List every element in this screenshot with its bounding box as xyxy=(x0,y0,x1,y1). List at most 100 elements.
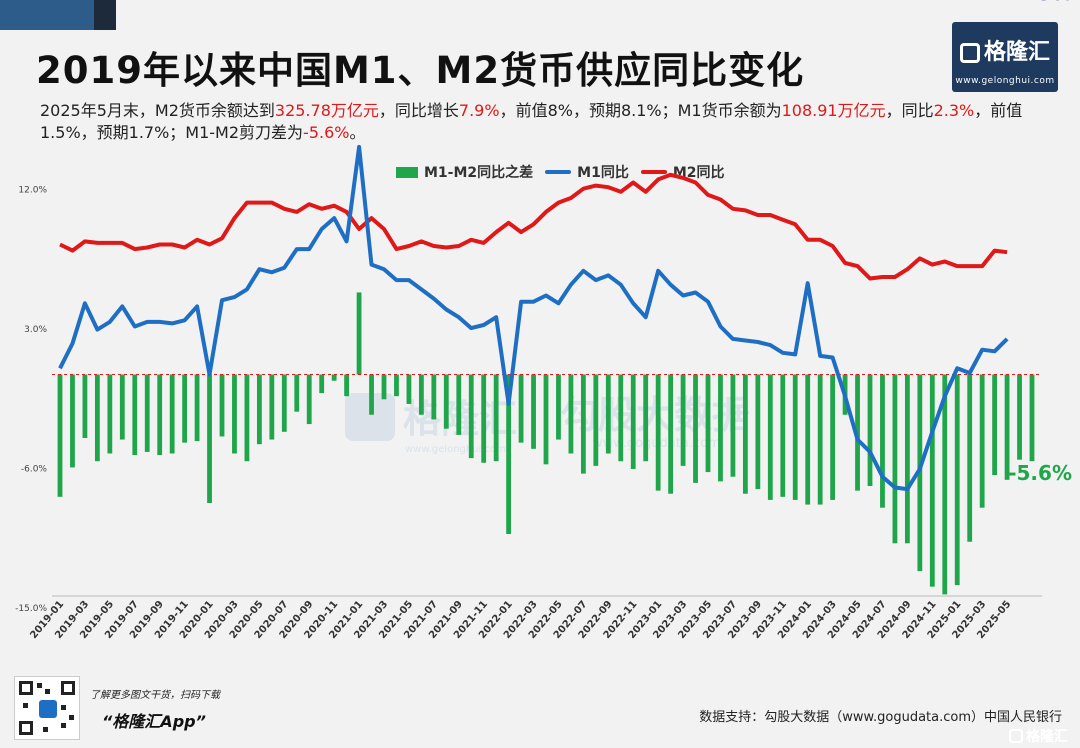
legend-swatch-bar xyxy=(396,166,418,178)
watermark-brand-url: www.gelonghui.com xyxy=(405,444,506,455)
spread-bar xyxy=(680,374,686,466)
spread-bar xyxy=(431,374,437,420)
spread-end-label: -5.6% xyxy=(1008,461,1072,485)
spread-bar xyxy=(1004,374,1010,480)
spread-bar xyxy=(580,374,586,474)
y-tick-label: 3.0% xyxy=(24,325,47,335)
legend-label-m1: M1同比 xyxy=(577,165,629,181)
y-axis: 12.0% 3.0% -6.0% -15.0% xyxy=(15,186,47,614)
spread-bar xyxy=(132,374,138,456)
promo-app-name: “格隆汇App” xyxy=(102,712,206,731)
spread-bar xyxy=(767,374,773,500)
spread-bar xyxy=(543,374,549,465)
spread-bar xyxy=(618,374,624,462)
end-value-labels: 7.9%2.3% -5.6% xyxy=(1008,0,1072,485)
brand-logo: 格隆汇 www.gelonghui.com xyxy=(952,22,1058,92)
spread-bar xyxy=(518,374,524,443)
spread-bar xyxy=(668,374,674,494)
spread-bar xyxy=(94,374,100,462)
spread-bar xyxy=(281,374,287,432)
header-accent-bar xyxy=(0,0,94,30)
spread-bar xyxy=(219,374,225,437)
qr-dot xyxy=(23,703,28,708)
spread-bar xyxy=(306,374,312,425)
footer-logo-text: 格隆汇 xyxy=(1026,729,1068,745)
qr-finder xyxy=(19,721,33,735)
spread-bar xyxy=(319,374,325,394)
spread-bar xyxy=(979,374,985,508)
legend-swatch-m1 xyxy=(545,170,572,174)
y-tick-label: -15.0% xyxy=(15,604,47,614)
legend-item-spread: M1-M2同比之差 xyxy=(396,162,533,182)
spread-bar xyxy=(1017,374,1022,460)
chart-canvas: 格隆汇 www.gelonghui.com 勾股大数据 www.gogudata… xyxy=(15,0,1072,641)
spread-bar xyxy=(169,374,175,454)
spread-bar xyxy=(107,374,113,454)
spread-bar xyxy=(705,374,711,473)
spread-bar xyxy=(144,374,150,452)
spread-bar xyxy=(730,374,736,477)
spread-bar xyxy=(605,374,611,454)
spread-bar xyxy=(780,374,786,497)
subtitle-text: ，同比增长 xyxy=(378,101,459,120)
spread-bar xyxy=(917,374,923,572)
spread-bar xyxy=(269,374,275,440)
spread-bar xyxy=(643,374,649,462)
spread-bar xyxy=(207,374,212,504)
brand-logo-url: www.gelonghui.com xyxy=(955,76,1055,86)
spread-bar xyxy=(418,374,424,415)
spread-bar xyxy=(119,374,125,440)
qr-dot xyxy=(43,727,48,732)
spread-bar xyxy=(456,374,462,435)
spread-bar xyxy=(443,374,449,429)
spread-bar xyxy=(244,374,250,462)
qr-dot xyxy=(61,705,66,710)
legend-label-spread: M1-M2同比之差 xyxy=(424,165,534,181)
spread-bar xyxy=(356,292,362,375)
page-title: 2019年以来中国M1、M2货币供应同比变化 xyxy=(36,49,805,92)
m2-line xyxy=(59,172,1008,281)
spread-bar xyxy=(232,374,237,454)
spread-bar xyxy=(468,374,474,459)
qr-code xyxy=(14,676,80,740)
spread-bar xyxy=(381,374,387,400)
legend-swatch-m2 xyxy=(640,170,667,174)
m1-line xyxy=(58,144,1009,492)
spread-bar xyxy=(256,374,262,445)
qr-dot xyxy=(61,723,66,728)
subtitle-text: 2025年5月末，M2货币余额达到 xyxy=(40,101,275,120)
m2-end-label: 7.9% xyxy=(1017,0,1072,5)
watermark-mark-icon xyxy=(345,393,395,441)
brand-mark-icon xyxy=(959,43,980,63)
qr-dot xyxy=(69,715,74,720)
spread-bar xyxy=(693,374,698,483)
brand-logo-text: 格隆汇 xyxy=(983,40,1050,65)
spread-bar xyxy=(331,374,337,381)
qr-app-icon xyxy=(39,700,57,718)
spread-bar xyxy=(593,374,599,466)
spread-bar xyxy=(880,374,885,508)
spread-bar xyxy=(182,374,188,443)
spread-bar xyxy=(481,374,487,463)
spread-bar xyxy=(493,374,499,462)
spread-bar xyxy=(294,374,300,412)
spread-bar xyxy=(755,374,761,490)
qr-dot xyxy=(37,683,42,688)
spread-bar xyxy=(70,374,75,468)
footer-logo-icon xyxy=(1009,729,1023,743)
spread-bar xyxy=(655,374,661,491)
qr-finder xyxy=(61,681,75,695)
subtitle-highlight: 108.91万亿元 xyxy=(781,101,886,120)
spread-bar xyxy=(157,374,163,456)
y-tick-label: 12.0% xyxy=(18,186,47,196)
spread-bar xyxy=(742,374,748,494)
qr-dot xyxy=(45,689,50,694)
subtitle-highlight: 7.9% xyxy=(458,101,500,120)
spread-bar xyxy=(867,374,873,486)
subtitle-highlight: 2.3% xyxy=(933,101,975,120)
spread-bar xyxy=(929,374,935,587)
data-source: 数据支持：勾股大数据（www.gogudata.com）中国人民银行 xyxy=(699,710,1062,725)
subtitle-text: ，前值1.5%，预期1.7%；M1-M2剪刀差为 xyxy=(40,101,1023,142)
spread-bar xyxy=(892,374,898,544)
promo-text: 了解更多图文干货，扫码下载 xyxy=(90,690,220,701)
